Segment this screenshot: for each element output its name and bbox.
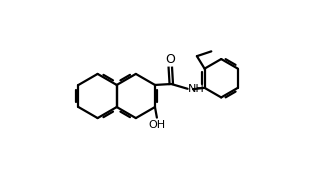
Text: NH: NH bbox=[188, 84, 205, 94]
Text: O: O bbox=[165, 53, 175, 66]
Text: OH: OH bbox=[148, 121, 165, 131]
